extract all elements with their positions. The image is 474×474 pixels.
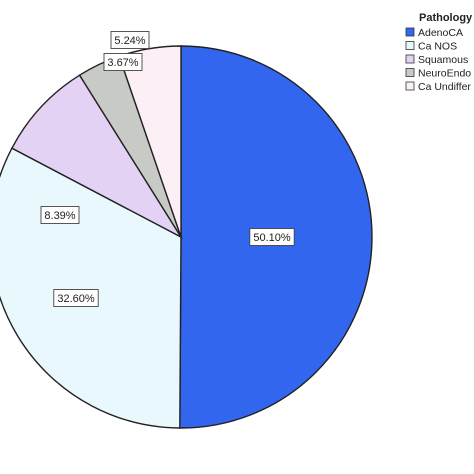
legend-label: AdenoCA [418,27,463,39]
legend-swatch [405,41,415,50]
data-label-box [103,53,143,71]
data-label-text: 32.60% [57,293,95,305]
data-label-text: 50.10% [253,232,291,244]
data-label-text: 5.24% [114,35,145,47]
legend-label: Squamous [418,54,468,66]
data-label: 5.24% [110,31,150,49]
legend-label: Ca NOS [418,41,457,53]
data-label-box [249,228,295,246]
data-label: 32.60% [53,289,99,307]
pie-slices [0,45,373,429]
legend-background [414,6,474,98]
legend-swatch [405,81,415,91]
data-label-text: 3.67% [107,57,138,69]
legend-swatch [405,54,415,64]
data-label: 8.39% [40,206,80,224]
pie-slice-squamous [10,74,183,239]
data-label: 3.67% [103,53,143,71]
pie-data-labels: 50.10% 32.60% 8.39% 3.67% 5.24% [40,31,295,307]
legend-label: NeuroEndo [418,68,471,80]
data-label-box [53,289,99,307]
data-label: 50.10% [249,228,295,246]
legend-swatch [405,27,415,37]
legend-title: Pathology [419,12,473,24]
data-label-text: 8.39% [44,210,75,222]
data-label-box [40,206,80,224]
legend-swatch [405,68,415,77]
data-label-box [110,31,150,49]
legend-label: Ca Undiffer [418,81,471,93]
